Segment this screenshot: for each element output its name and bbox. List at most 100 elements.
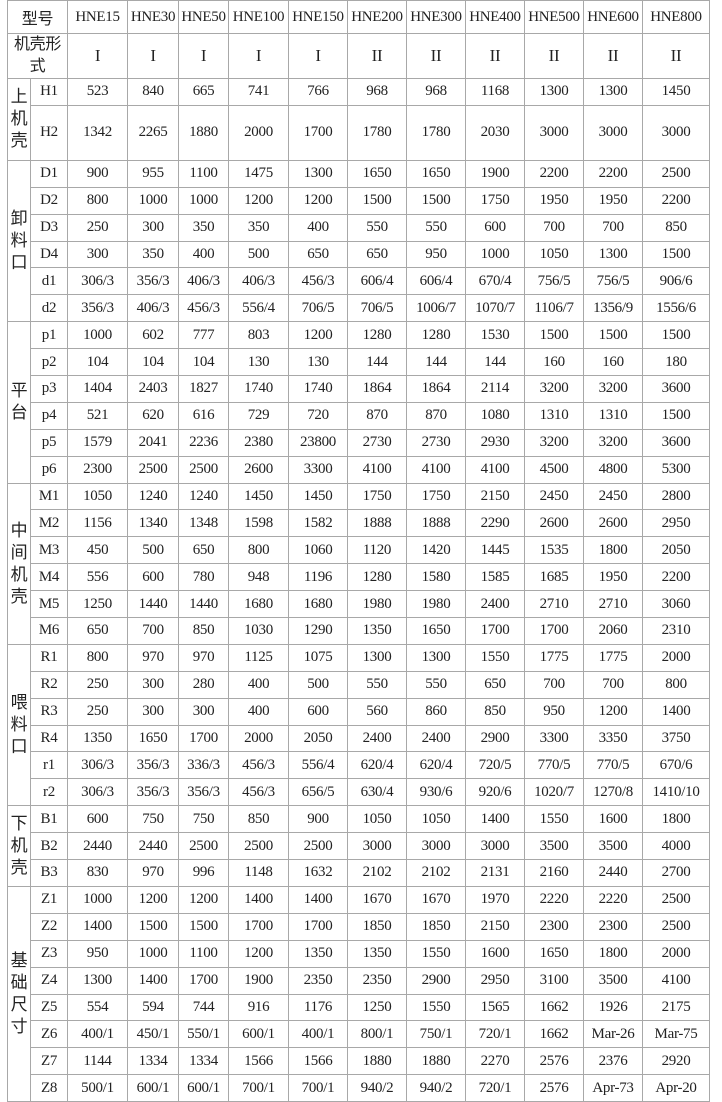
value-cell: 144 bbox=[348, 349, 406, 376]
value-cell: 700 bbox=[525, 671, 583, 698]
value-cell: 2800 bbox=[643, 483, 709, 510]
value-cell: 2050 bbox=[643, 537, 709, 564]
value-cell: 955 bbox=[128, 160, 178, 187]
table-row: p5 1579 2041 2236 2380 23800 2730 2730 2930 3200 3… bbox=[8, 429, 709, 456]
value-cell: 1500 bbox=[643, 322, 709, 349]
value-cell: 720/1 bbox=[466, 1075, 524, 1102]
row-code: p2 bbox=[31, 349, 67, 376]
value-cell: 2500 bbox=[643, 913, 709, 940]
value-cell: 400 bbox=[289, 214, 347, 241]
table-row: M2 1156 1340 1348 1598 1582 1888 1888 2290 2600 26… bbox=[8, 510, 709, 537]
value-cell: 1240 bbox=[179, 483, 228, 510]
model-header: HNE600 bbox=[584, 1, 642, 33]
value-cell: 1400 bbox=[643, 698, 709, 725]
shell-type-cell: II bbox=[348, 34, 406, 78]
value-cell: 2236 bbox=[179, 429, 228, 456]
value-cell: 2000 bbox=[229, 105, 288, 160]
row-code: Z2 bbox=[31, 913, 67, 940]
value-cell: 1356/9 bbox=[584, 295, 642, 322]
value-cell: 750 bbox=[128, 806, 178, 833]
value-cell: 550 bbox=[407, 214, 465, 241]
shell-type-cell: II bbox=[525, 34, 583, 78]
value-cell: 450/1 bbox=[128, 1021, 178, 1048]
value-cell: 1582 bbox=[289, 510, 347, 537]
value-cell: 23800 bbox=[289, 429, 347, 456]
value-cell: 1050 bbox=[407, 806, 465, 833]
value-cell: 2600 bbox=[584, 510, 642, 537]
value-cell: 406/3 bbox=[229, 268, 288, 295]
value-cell: 2220 bbox=[525, 886, 583, 913]
value-cell: 1535 bbox=[525, 537, 583, 564]
value-cell: 1632 bbox=[289, 860, 347, 886]
table-row: M4 556 600 780 948 1196 1280 1580 1585 1685 1950 22… bbox=[8, 564, 709, 591]
table-row: Z6 400/1 450/1 550/1 600/1 400/1 800/1 750/1 720… bbox=[8, 1021, 709, 1048]
value-cell: 700 bbox=[584, 214, 642, 241]
row-code: R1 bbox=[31, 644, 67, 671]
group-label: 卸料口 bbox=[8, 160, 30, 322]
value-cell: 2102 bbox=[407, 860, 465, 886]
value-cell: 606/4 bbox=[348, 268, 406, 295]
row-code: M4 bbox=[31, 564, 67, 591]
dimension-table: 型号 HNE15 HNE30 HNE50 HNE100 HNE150 HNE200 HNE30… bbox=[7, 0, 710, 1102]
value-cell: 2576 bbox=[525, 1075, 583, 1102]
value-cell: 1000 bbox=[68, 322, 127, 349]
model-header: HNE400 bbox=[466, 1, 524, 33]
value-cell: 650 bbox=[179, 537, 228, 564]
value-cell: 1550 bbox=[407, 994, 465, 1021]
group-label: 中间机壳 bbox=[8, 483, 30, 644]
value-cell: 4800 bbox=[584, 456, 642, 483]
value-cell: 1650 bbox=[407, 160, 465, 187]
value-cell: 2440 bbox=[68, 833, 127, 860]
table-body: 型号 HNE15 HNE30 HNE50 HNE100 HNE150 HNE200 HNE30… bbox=[8, 1, 709, 1102]
value-cell: 630/4 bbox=[348, 779, 406, 806]
value-cell: 602 bbox=[128, 322, 178, 349]
value-cell: 3500 bbox=[584, 833, 642, 860]
value-cell: 1680 bbox=[229, 591, 288, 618]
value-cell: 1550 bbox=[525, 806, 583, 833]
value-cell: 2200 bbox=[643, 564, 709, 591]
value-cell: 800 bbox=[68, 644, 127, 671]
value-cell: 2350 bbox=[348, 967, 406, 994]
value-cell: 970 bbox=[128, 860, 178, 886]
row-code: R3 bbox=[31, 698, 67, 725]
value-cell: 3350 bbox=[584, 725, 642, 752]
value-cell: 650 bbox=[466, 671, 524, 698]
value-cell: 1550 bbox=[466, 644, 524, 671]
value-cell: 1070/7 bbox=[466, 295, 524, 322]
value-cell: 3200 bbox=[525, 376, 583, 402]
value-cell: 1350 bbox=[348, 940, 406, 967]
shell-type-cell: II bbox=[407, 34, 465, 78]
shell-type-cell: I bbox=[179, 34, 228, 78]
value-cell: 1850 bbox=[407, 913, 465, 940]
value-cell: 1280 bbox=[407, 322, 465, 349]
value-cell: Mar-26 bbox=[584, 1021, 642, 1048]
value-cell: 2920 bbox=[643, 1048, 709, 1075]
value-cell: 1565 bbox=[466, 994, 524, 1021]
value-cell: 2000 bbox=[229, 725, 288, 752]
group-label: 上机壳 bbox=[8, 79, 30, 160]
value-cell: 2950 bbox=[466, 967, 524, 994]
row-code: D1 bbox=[31, 160, 67, 187]
row-code: Z4 bbox=[31, 967, 67, 994]
value-cell: 4100 bbox=[643, 967, 709, 994]
value-cell: 860 bbox=[407, 698, 465, 725]
value-cell: 2400 bbox=[466, 591, 524, 618]
value-cell: 2403 bbox=[128, 376, 178, 402]
value-cell: 1334 bbox=[128, 1048, 178, 1075]
value-cell: 3600 bbox=[643, 429, 709, 456]
row-code: d2 bbox=[31, 295, 67, 322]
value-cell: 1580 bbox=[407, 564, 465, 591]
value-cell: 2310 bbox=[643, 618, 709, 644]
value-cell: 2175 bbox=[643, 994, 709, 1021]
value-cell: 3000 bbox=[407, 833, 465, 860]
table-row: D2 800 1000 1000 1200 1200 1500 1500 1750 1950 195… bbox=[8, 187, 709, 214]
group-label: 平台 bbox=[8, 322, 30, 483]
row-code: p4 bbox=[31, 402, 67, 429]
value-cell: 1196 bbox=[289, 564, 347, 591]
value-cell: 1400 bbox=[229, 886, 288, 913]
table-row: 上机壳 H1 523 840 665 741 766 968 968 1168 1300 1300 14… bbox=[8, 79, 709, 160]
value-cell: 1750 bbox=[348, 483, 406, 510]
value-cell: 1700 bbox=[289, 913, 347, 940]
value-cell: 650 bbox=[289, 241, 347, 268]
value-cell: 2900 bbox=[407, 967, 465, 994]
